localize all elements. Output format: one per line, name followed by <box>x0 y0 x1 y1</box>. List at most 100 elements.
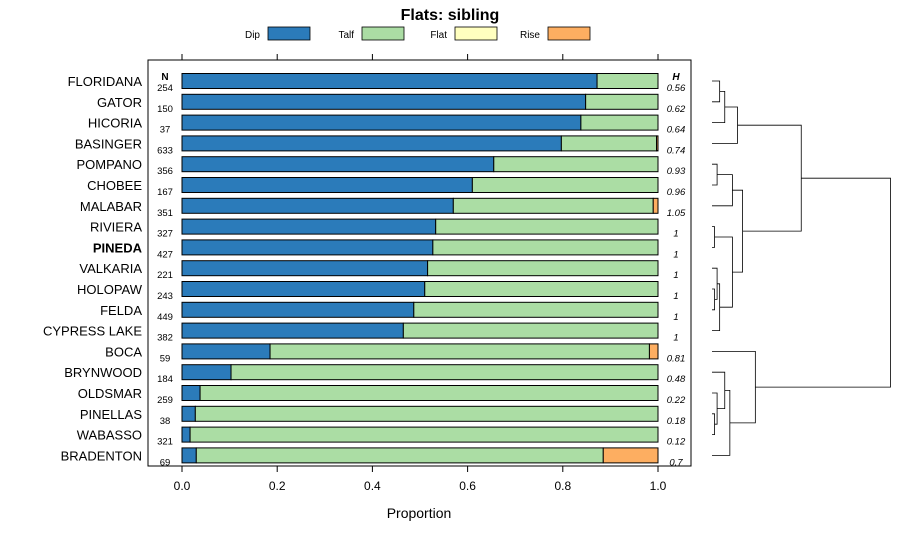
h-value: 0.22 <box>667 395 686 406</box>
bar-segment-talf <box>596 73 659 89</box>
bar-segment-dip <box>181 135 562 152</box>
n-column-header: N <box>161 72 168 83</box>
row-label: FELDA <box>100 303 142 318</box>
bar-rows: FLORIDANA 254 0.56 GATOR 150 0.62 HICORIA 37 0.6… <box>43 73 686 468</box>
bar-segment-talf <box>199 385 659 401</box>
n-value: 351 <box>157 208 173 219</box>
h-value: 0.96 <box>667 187 686 198</box>
n-value: 259 <box>157 395 173 406</box>
legend-label-rise: Rise <box>520 30 540 41</box>
n-value: 633 <box>157 145 173 156</box>
h-value: 1.05 <box>667 208 686 219</box>
top-axis-ticks <box>181 54 659 60</box>
bar-segment-dip <box>181 197 454 214</box>
bar-segment-talf <box>189 426 659 443</box>
bar-segment-talf <box>424 281 659 297</box>
bar-segment-dip <box>181 114 582 131</box>
x-axis: 0.0 0.2 0.4 0.6 0.8 1.0 <box>174 466 667 493</box>
legend-swatch-dip <box>267 26 311 41</box>
bar-segment-rise <box>652 197 659 214</box>
h-value: 1 <box>673 270 678 281</box>
x-axis-label: Proportion <box>387 505 452 521</box>
h-value: 0.56 <box>667 83 686 94</box>
row-label: HICORIA <box>88 116 143 131</box>
bar-segment-talf <box>560 135 658 152</box>
legend-label-flat: Flat <box>430 30 447 41</box>
dendrogram-link <box>712 91 726 123</box>
h-value: 0.93 <box>667 166 686 177</box>
row-label: WABASSO <box>77 428 142 443</box>
bar-segment-talf <box>435 218 659 235</box>
legend-swatch-talf <box>361 26 405 41</box>
row-label: OLDSMAR <box>78 386 142 401</box>
n-value: 69 <box>160 457 171 468</box>
row-label: MALABAR <box>80 199 142 214</box>
bar-segment-talf <box>230 364 659 381</box>
h-value: 1 <box>673 312 678 323</box>
dendrogram-link <box>712 174 733 207</box>
legend-label-talf: Talf <box>338 30 354 41</box>
bar-segment-dip <box>181 281 426 297</box>
h-value: 0.81 <box>667 353 686 364</box>
bar-segment-rise <box>602 447 659 464</box>
bar-segment-dip <box>181 447 197 464</box>
dendrogram-link <box>712 283 721 331</box>
dendrogram-link <box>712 226 715 248</box>
n-value: 327 <box>157 229 173 240</box>
bar-segment-dip <box>181 218 437 235</box>
bar-segment-dip <box>181 343 271 360</box>
bar-segment-talf <box>580 114 659 131</box>
row-label: CHOBEE <box>87 178 142 193</box>
bar-segment-talf <box>402 322 659 339</box>
bar-segment-dip <box>181 239 434 256</box>
dendrogram-link <box>712 288 715 311</box>
n-value: 254 <box>157 83 173 94</box>
plot-frame <box>147 59 692 467</box>
row-label: POMPANO <box>77 157 143 172</box>
bar-segment-dip <box>181 426 191 443</box>
bar-segment-dip <box>181 364 232 381</box>
bar-segment-dip <box>181 73 598 89</box>
h-value: 0.12 <box>667 437 686 448</box>
n-value: 427 <box>157 249 173 260</box>
bar-segment-talf <box>471 177 659 193</box>
h-value: 0.18 <box>667 416 686 427</box>
bar-segment-dip <box>181 156 495 173</box>
x-tick-label: 0.0 <box>174 479 191 493</box>
n-value: 37 <box>160 125 171 136</box>
bar-segment-dip <box>181 93 587 110</box>
h-column-header: H <box>672 72 680 83</box>
bar-segment-dip <box>181 385 201 401</box>
dendrogram <box>712 80 891 456</box>
bar-segment-dip <box>181 177 473 193</box>
bar-segment-dip <box>181 260 429 277</box>
h-value: 1 <box>673 249 678 260</box>
bar-segment-talf <box>585 93 659 110</box>
row-label: FLORIDANA <box>68 74 143 89</box>
h-value: 0.7 <box>669 457 683 468</box>
n-value: 449 <box>157 312 173 323</box>
bar-segment-rise <box>656 135 659 152</box>
n-value: 184 <box>157 374 173 385</box>
bar-segment-talf <box>195 447 604 464</box>
bar-segment-talf <box>413 301 659 318</box>
bar-segment-talf <box>427 260 659 277</box>
row-label: HOLOPAW <box>77 282 143 297</box>
n-value: 321 <box>157 437 173 448</box>
row-label: BRYNWOOD <box>64 365 142 380</box>
row-label: VALKARIA <box>79 261 142 276</box>
x-tick-label: 0.4 <box>364 479 381 493</box>
h-value: 1 <box>673 333 678 344</box>
bar-segment-dip <box>181 301 415 318</box>
n-value: 382 <box>157 333 173 344</box>
row-label: BASINGER <box>75 136 142 151</box>
n-value: 356 <box>157 166 173 177</box>
h-value: 0.62 <box>667 104 686 115</box>
bar-segment-rise <box>648 343 659 360</box>
dendrogram-link <box>732 189 743 273</box>
x-tick-label: 0.6 <box>459 479 476 493</box>
dendrogram-link <box>737 124 802 232</box>
chart-title: Flats: sibling <box>401 7 500 24</box>
h-value: 0.48 <box>667 374 686 385</box>
